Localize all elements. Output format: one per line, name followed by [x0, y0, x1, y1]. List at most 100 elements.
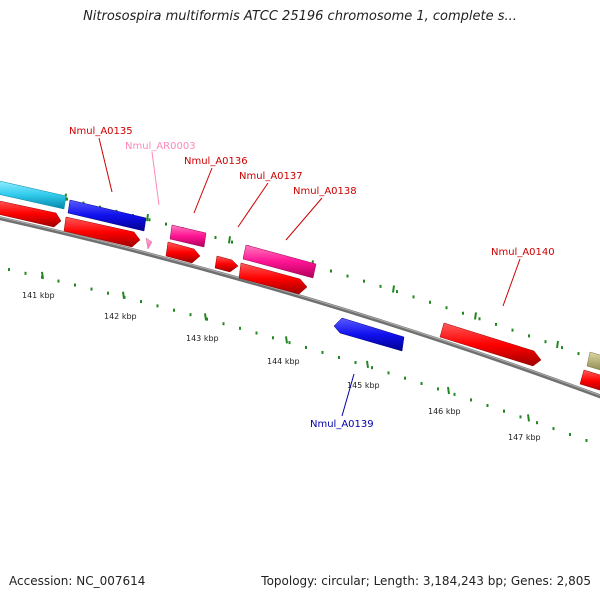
- gene-Nmul_A0137-arrow[interactable]: [214, 255, 239, 273]
- tick-dot-lower: [569, 432, 571, 436]
- scale-major-tick-upper: [556, 340, 559, 349]
- tick-dot-upper: [346, 274, 349, 278]
- tick-dot-upper: [511, 328, 514, 332]
- tick-dot-lower: [321, 350, 324, 354]
- feature-red-arrow-edge[interactable]: [0, 200, 62, 228]
- tick-dot-upper: [577, 352, 580, 356]
- tick-dot-lower: [255, 331, 258, 335]
- feature-red-arrow-4[interactable]: [238, 262, 308, 295]
- tick-dot-lower: [74, 283, 76, 287]
- genes-label: Genes:: [510, 574, 553, 588]
- tick-dot-lower: [189, 313, 192, 317]
- label-Nmul_A0137[interactable]: Nmul_A0137: [239, 171, 303, 182]
- scale-label-147: 147 kbp: [508, 433, 541, 442]
- tick-dot-lower: [173, 308, 175, 312]
- leader-Nmul_A0136: [193, 167, 213, 214]
- feature-red-arrow-3[interactable]: [165, 241, 201, 264]
- leader-Nmul_A0139: [341, 373, 355, 417]
- tick-dot-lower: [338, 355, 340, 359]
- feature-olive-bar[interactable]: [586, 351, 600, 372]
- tick-dot-lower: [420, 381, 423, 385]
- feature-red-arrow-2[interactable]: [63, 216, 141, 248]
- tick-dot-upper: [363, 279, 365, 283]
- accession-info: Accession: NC_007614: [9, 574, 145, 588]
- gene-Nmul_A0138-arrow[interactable]: [242, 244, 317, 279]
- scale-major-tick: [122, 291, 125, 299]
- tick-dot-upper: [214, 236, 217, 240]
- label-Nmul_A0135[interactable]: Nmul_A0135: [69, 126, 133, 137]
- length-value: 3,184,243 bp: [422, 574, 503, 588]
- tick-dot-lower: [239, 326, 241, 330]
- tick-dot-upper: [462, 311, 464, 315]
- tick-dot-lower: [354, 361, 357, 365]
- tick-dot-lower: [222, 322, 225, 326]
- tick-dot-lower: [140, 300, 142, 304]
- scale-major-tick: [366, 360, 369, 369]
- leader-Nmul_AR0003: [151, 151, 160, 206]
- tick-dot-lower: [453, 392, 456, 396]
- tick-dot-lower: [519, 415, 522, 419]
- scale-major-tick: [447, 386, 450, 395]
- tick-dot-lower: [437, 387, 439, 391]
- tick-dot-lower: [503, 409, 505, 413]
- tick-dot-lower: [486, 404, 489, 408]
- feature-track: [0, 180, 600, 392]
- tick-dot-upper: [528, 334, 530, 338]
- tick-dot-upper: [165, 222, 167, 226]
- tick-dot-lower: [371, 366, 373, 370]
- label-Nmul_A0136[interactable]: Nmul_A0136: [184, 156, 248, 167]
- tick-dot-lower: [585, 438, 588, 442]
- label-Nmul_A0139[interactable]: Nmul_A0139: [310, 419, 374, 430]
- scale-major-tick-upper: [474, 312, 477, 320]
- tick-dot-lower: [107, 291, 109, 295]
- topology-value: circular: [321, 574, 366, 588]
- tick-dot-lower: [305, 345, 307, 349]
- tick-dot-lower: [24, 271, 27, 275]
- label-Nmul_AR0003[interactable]: Nmul_AR0003: [125, 141, 196, 152]
- tick-dot-upper: [231, 240, 233, 244]
- tick-dot-lower: [206, 317, 208, 321]
- scale-label-142: 142 kbp: [104, 312, 137, 321]
- scale-label-144: 144 kbp: [267, 357, 300, 366]
- tick-dot-lower: [288, 341, 291, 345]
- label-Nmul_A0140[interactable]: Nmul_A0140: [491, 247, 555, 258]
- leader-Nmul_A0137: [237, 182, 269, 228]
- tick-dot-lower: [387, 371, 390, 375]
- scale-major-ticks: [41, 193, 559, 422]
- scale-major-tick-upper: [228, 236, 231, 244]
- gene-Nmul_A0135-arrow[interactable]: [67, 199, 147, 232]
- tick-dot-upper: [561, 346, 563, 350]
- tick-dot-lower: [552, 427, 555, 431]
- leader-Nmul_A0138: [285, 197, 323, 241]
- gene-Nmul_A0140-arrow[interactable]: [439, 322, 542, 367]
- tick-dot-lower: [404, 376, 406, 380]
- tick-dots: [0, 182, 596, 442]
- leader-Nmul_A0140: [502, 258, 521, 307]
- accession-label: Accession:: [9, 574, 73, 588]
- gene-Nmul_A0136-arrow[interactable]: [169, 224, 207, 248]
- tick-dot-upper: [396, 290, 398, 294]
- feature-cyan-bar[interactable]: [0, 180, 67, 210]
- scale-major-tick-upper: [392, 285, 395, 293]
- scale-major-tick: [527, 414, 530, 422]
- scale-label-141: 141 kbp: [22, 291, 55, 300]
- scale-label-146: 146 kbp: [428, 407, 461, 416]
- label-leaders: [98, 137, 521, 417]
- tick-dot-lower: [272, 336, 274, 340]
- tick-dot-upper: [478, 317, 481, 321]
- scale-major-tick: [285, 336, 288, 344]
- tick-dot-lower: [90, 287, 93, 291]
- gene-Nmul_AR0003-arrow[interactable]: [145, 237, 153, 250]
- scale-label-145: 145 kbp: [347, 381, 380, 390]
- gene-Nmul_A0139-arrow[interactable]: [333, 317, 405, 352]
- tick-dot-upper: [544, 340, 547, 344]
- scale-major-tick-upper: [146, 214, 149, 222]
- tick-dot-upper: [445, 306, 448, 310]
- map-title: Nitrosospira multiformis ATCC 25196 chro…: [83, 9, 517, 24]
- tick-dot-lower: [536, 421, 538, 425]
- tick-dot-upper: [148, 218, 151, 222]
- label-Nmul_A0138[interactable]: Nmul_A0138: [293, 186, 357, 197]
- feature-red-arrow-right[interactable]: [579, 369, 600, 392]
- tick-dot-upper: [495, 322, 497, 326]
